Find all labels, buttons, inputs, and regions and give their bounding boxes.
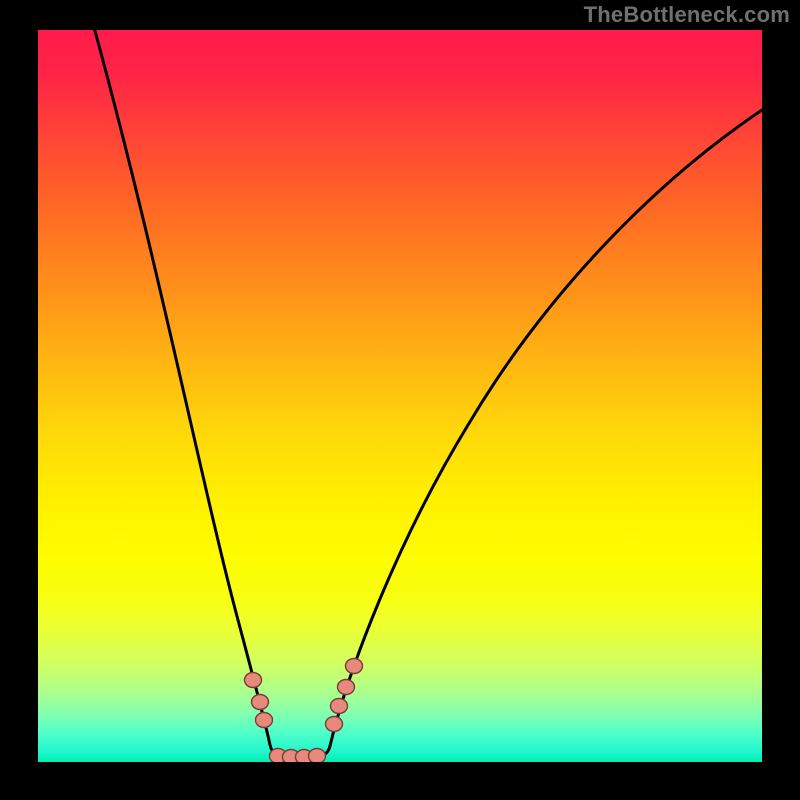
bottleneck-curve [92, 30, 762, 757]
data-marker [245, 673, 262, 688]
watermark-text: TheBottleneck.com [584, 2, 790, 28]
data-marker [338, 680, 355, 695]
data-marker [252, 695, 269, 710]
chart-container: TheBottleneck.com [0, 0, 800, 800]
plot-area [38, 30, 762, 762]
data-marker [326, 717, 343, 732]
data-marker [309, 749, 326, 763]
data-marker [256, 713, 273, 728]
data-marker [346, 659, 363, 674]
data-marker [331, 699, 348, 714]
chart-svg [38, 30, 762, 762]
